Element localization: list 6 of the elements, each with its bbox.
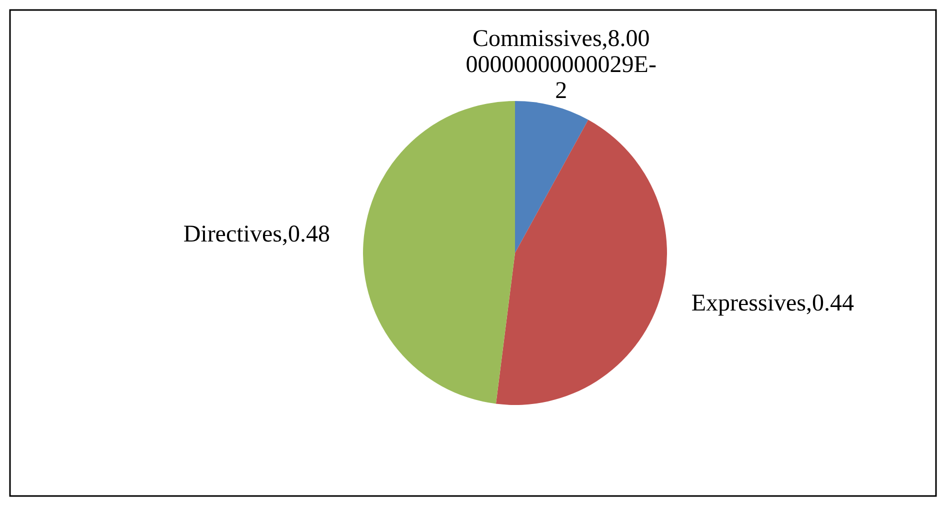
- slice-label: Commissives,8.0000000000000029E-2: [466, 26, 656, 104]
- pie-slice: [363, 101, 515, 404]
- slice-label: Directives,0.48: [183, 221, 330, 248]
- pie-slice: [496, 120, 667, 405]
- pie-slice: [515, 101, 588, 253]
- slice-label: Expressives,0.44: [691, 290, 854, 316]
